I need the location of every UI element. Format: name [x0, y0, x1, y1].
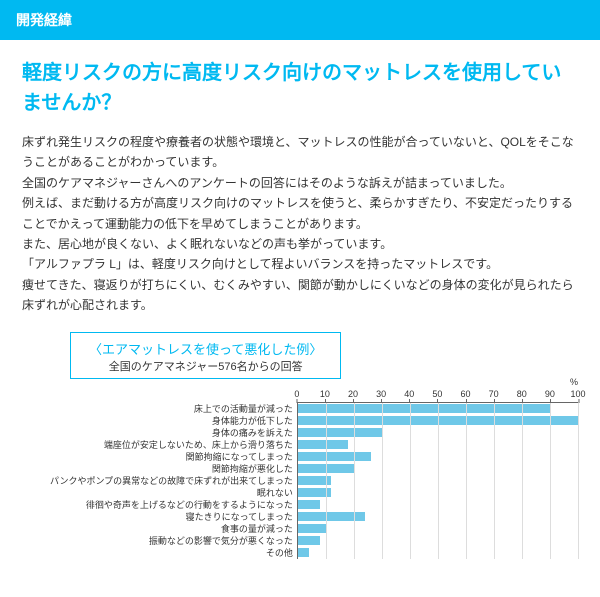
paragraph: 「アルファプラ L」は、軽度リスク向けとして程よいバランスを持ったマットレスです… [22, 254, 578, 274]
paragraph: 床ずれ発生リスクの程度や療養者の状態や環境と、マットレスの性能が合っていないと、… [22, 132, 578, 173]
paragraph: また、居心地が良くない、よく眠れないなどの声も挙がっています。 [22, 234, 578, 254]
bar [298, 524, 326, 533]
axis-tick: 60 [461, 389, 471, 399]
axis-tick: 70 [489, 389, 499, 399]
axis-tick: 30 [376, 389, 386, 399]
axis-tick: 90 [545, 389, 555, 399]
axis-tick: 80 [517, 389, 527, 399]
bar [298, 512, 365, 521]
bar-label: 関節拘縮が悪化した [50, 463, 293, 475]
bar [298, 452, 371, 461]
paragraph: 全国のケアマネジャーさんへのアンケートの回答にはそのような訴えが詰まっていました… [22, 173, 578, 193]
axis-ticks: 0102030405060708090100 [297, 389, 578, 403]
chart-axis: % 0102030405060708090100 [297, 389, 578, 403]
page-title: 軽度リスクの方に高度リスク向けのマットレスを使用していませんか？ [0, 40, 600, 132]
chart-title-box: 〈エアマットレスを使って悪化した例〉 全国のケアマネジャー576名からの回答 [70, 332, 341, 379]
axis-tick: 40 [404, 389, 414, 399]
bar [298, 548, 309, 557]
paragraph: 痩せてきた、寝返りが打ちにくい、むくみやすい、関節が動かしにくいなどの身体の変化… [22, 275, 578, 316]
chart-area: 床上での活動量が減った身体能力が低下した身体の痛みを訴えた端座位が安定しないため… [50, 389, 578, 559]
bar [298, 500, 320, 509]
chart-labels: 床上での活動量が減った身体能力が低下した身体の痛みを訴えた端座位が安定しないため… [50, 389, 297, 559]
paragraph: 例えば、まだ動ける方が高度リスク向けのマットレスを使うと、柔らかすぎたり、不安定… [22, 193, 578, 234]
bar-label: 身体の痛みを訴えた [50, 427, 293, 439]
bar-label: 寝たきりになってしまった [50, 511, 293, 523]
section-header: 開発経緯 [0, 0, 600, 40]
bar-label: パンクやポンプの異常などの故障で床ずれが出来てしまった [50, 475, 293, 487]
body-text: 床ずれ発生リスクの程度や療養者の状態や環境と、マットレスの性能が合っていないと、… [0, 132, 600, 326]
axis-tick: 0 [294, 389, 299, 399]
bar [298, 428, 382, 437]
bar-label: 食事の量が減った [50, 523, 293, 535]
bar [298, 536, 320, 545]
chart-container: 〈エアマットレスを使って悪化した例〉 全国のケアマネジャー576名からの回答 床… [0, 326, 600, 569]
bar [298, 404, 550, 413]
bar-label: 床上での活動量が減った [50, 403, 293, 415]
section-header-title: 開発経緯 [16, 12, 72, 28]
axis-tick: 50 [432, 389, 442, 399]
bar-label: 関節拘縮になってしまった [50, 451, 293, 463]
chart-bars [297, 403, 578, 559]
axis-tick: 20 [348, 389, 358, 399]
bar-label: 振動などの影響で気分が悪くなった [50, 535, 293, 547]
bar-label: 徘徊や奇声を上げるなどの行動をするようになった [50, 499, 293, 511]
chart-subtitle: 全国のケアマネジャー576名からの回答 [89, 358, 322, 374]
chart-bars-col: % 0102030405060708090100 [297, 389, 578, 559]
bar-label: 端座位が安定しないため、床上から滑り落ちた [50, 439, 293, 451]
bar [298, 440, 348, 449]
chart-title: 〈エアマットレスを使って悪化した例〉 [89, 339, 322, 358]
axis-tick: 100 [570, 389, 585, 399]
bar-label: 身体能力が低下した [50, 415, 293, 427]
bar-label: 眠れない [50, 487, 293, 499]
axis-tick: 10 [320, 389, 330, 399]
bar-label: その他 [50, 547, 293, 559]
axis-unit: % [570, 377, 578, 387]
